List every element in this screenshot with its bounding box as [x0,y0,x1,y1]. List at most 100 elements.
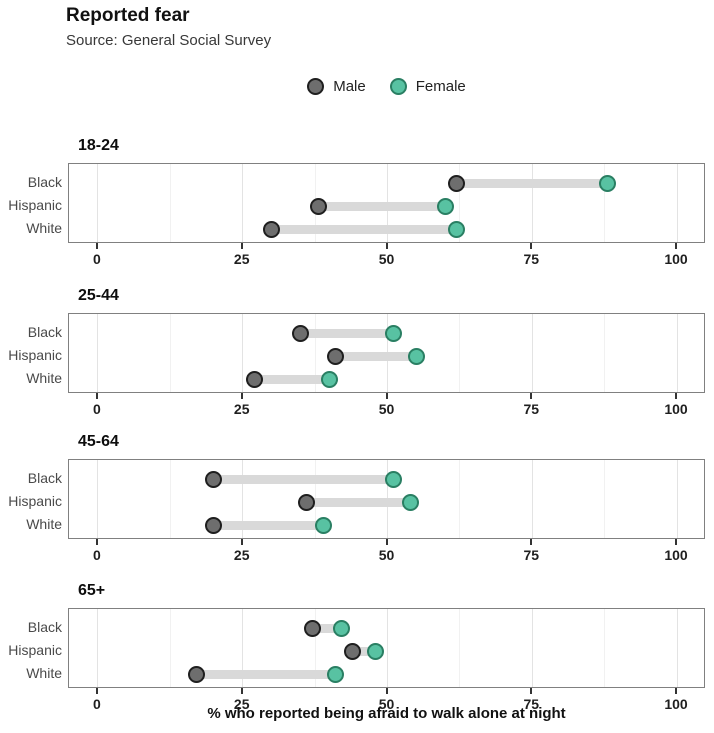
axis-tick-label: 75 [523,401,540,417]
axis-tick-label: 0 [93,547,101,563]
gridline-minor [169,460,171,538]
gridline-minor [314,609,316,687]
dumbbell-connector [254,374,330,384]
gridline-major [242,609,244,687]
axis-tick-label: 0 [93,696,101,712]
female-point [436,197,454,215]
y-axis-label: Hispanic [8,642,62,658]
male-point [309,197,327,215]
facet-panel [68,459,705,539]
facet-title: 25-44 [78,287,119,304]
facet-title: 45-64 [78,433,119,450]
female-dot-icon [389,78,407,95]
y-axis-label: Black [27,324,62,340]
gridline-major [97,314,99,392]
male-point [326,347,344,365]
axis-tick-mark [675,393,678,399]
axis-tick-mark [530,539,533,545]
facet-title: 65+ [78,582,106,599]
axis-tick-mark [385,393,388,399]
female-point [599,174,617,192]
y-axis-label: Black [27,174,62,190]
gridline-major [531,314,533,392]
male-point [205,516,223,534]
axis-tick-mark [95,393,98,399]
gridline-major [676,460,678,538]
gridline-minor [604,609,606,687]
axis-tick-mark [240,243,243,249]
axis-tick-mark [530,393,533,399]
dumbbell-connector [300,328,394,338]
dumbbell-connector [196,669,336,679]
y-axis-label: Hispanic [8,347,62,363]
gridline-minor [169,609,171,687]
dumbbell-connector [213,474,394,484]
axis-tick-label: 25 [233,547,250,563]
male-point [245,370,263,388]
gridline-major [242,314,244,392]
dumbbell-connector [318,201,446,211]
legend-label-male: Male [333,78,366,95]
facet-panel [68,608,705,688]
gridline-major [387,609,388,687]
gridline-major [97,609,99,687]
female-point [332,619,350,637]
male-point [187,665,205,683]
gridline-minor [604,164,606,242]
y-axis-label: White [26,370,62,386]
male-point [344,642,362,660]
gridline-major [531,164,533,242]
female-point [326,665,344,683]
gridline-major [676,314,678,392]
dumbbell-connector [271,224,457,234]
male-point [292,324,310,342]
axis-tick-mark [530,688,533,694]
axis-tick-mark [95,539,98,545]
y-axis-label: Black [27,619,62,635]
gridline-major [242,164,244,242]
male-point [297,493,315,511]
y-axis-label: White [26,220,62,236]
axis-tick-mark [675,243,678,249]
female-point [402,493,420,511]
dumbbell-connector [306,497,411,507]
axis-tick-mark [95,688,98,694]
legend-item-male: Male [307,78,366,95]
axis-tick-label: 0 [93,401,101,417]
gridline-major [676,164,678,242]
axis-tick-mark [240,539,243,545]
axis-tick-label: 100 [664,696,688,712]
axis-tick-mark [240,688,243,694]
axis-tick-label: 50 [378,696,395,712]
axis-tick-label: 50 [378,401,395,417]
gridline-major [531,609,533,687]
y-axis-label: White [26,665,62,681]
facet-panel [68,163,705,243]
axis-tick-label: 25 [233,696,250,712]
male-point [205,470,223,488]
axis-tick-mark [385,539,388,545]
axis-tick-mark [385,688,388,694]
gridline-minor [459,609,461,687]
gridline-minor [459,460,461,538]
gridline-minor [169,314,171,392]
x-axis-title: % who reported being afraid to walk alon… [207,705,566,722]
gridline-major [676,609,678,687]
gridline-minor [459,164,461,242]
gridline-minor [604,460,606,538]
axis-tick-label: 75 [523,251,540,267]
axis-tick-label: 50 [378,251,395,267]
gridline-major [531,460,533,538]
axis-tick-mark [95,243,98,249]
female-point [407,347,425,365]
axis-tick-mark [675,539,678,545]
y-axis-label: Hispanic [8,197,62,213]
gridline-minor [314,314,316,392]
axis-tick-mark [675,688,678,694]
axis-tick-label: 100 [664,401,688,417]
axis-tick-label: 100 [664,547,688,563]
axis-tick-mark [240,393,243,399]
legend-label-female: Female [415,78,466,95]
male-point [448,174,466,192]
facet-panel [68,313,705,393]
